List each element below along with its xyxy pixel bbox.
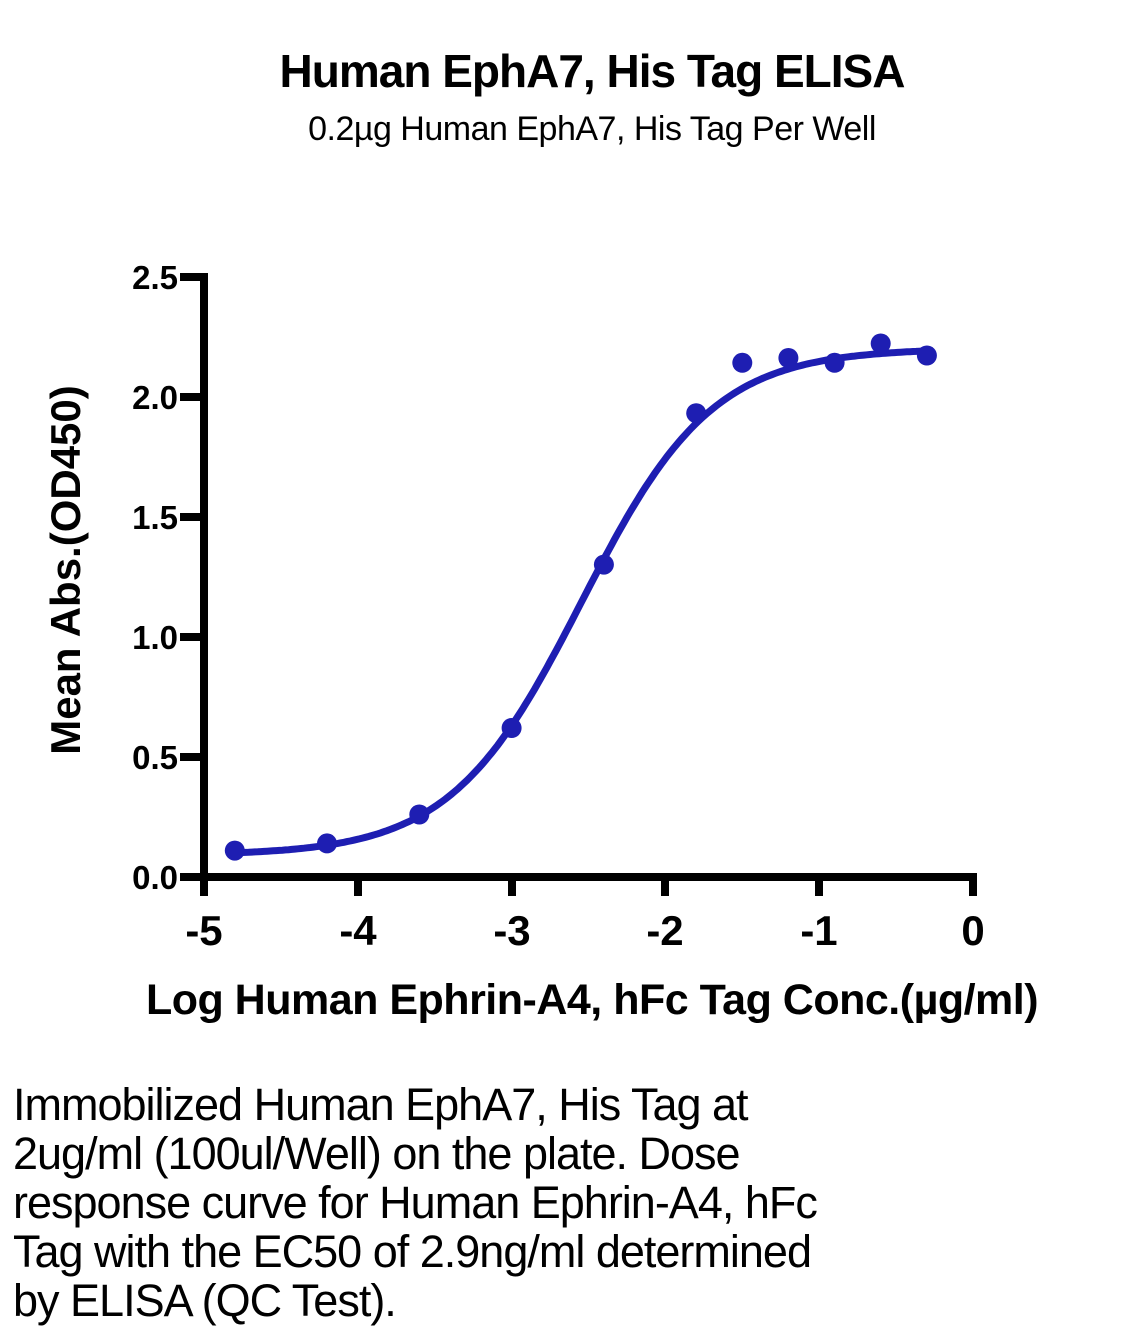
x-tick-label: -4 <box>339 907 377 954</box>
data-point <box>224 840 245 861</box>
data-point <box>916 345 937 366</box>
y-tick-label: 0.5 <box>132 739 178 776</box>
caption-line: response curve for Human Ephrin-A4, hFc <box>13 1177 818 1228</box>
data-point <box>409 804 430 825</box>
chart-title: Human EphA7, His Tag ELISA <box>279 45 906 97</box>
y-tick-label: 0.0 <box>132 859 178 896</box>
data-point <box>870 333 891 354</box>
chart-subtitle: 0.2µg Human EphA7, His Tag Per Well <box>308 110 876 148</box>
y-tick-label: 2.0 <box>132 379 178 416</box>
y-tick-label: 2.5 <box>132 259 178 296</box>
caption-line: by ELISA (QC Test). <box>13 1275 397 1326</box>
data-point <box>824 352 845 373</box>
y-axis-title: Mean Abs.(OD450) <box>42 385 89 755</box>
y-tick-label: 1.5 <box>132 499 178 536</box>
x-axis-title: Log Human Ephrin-A4, hFc Tag Conc.(µg/ml… <box>146 976 1038 1024</box>
x-tick-label: 0 <box>961 907 984 954</box>
y-tick-label: 1.0 <box>132 619 178 656</box>
caption-line: Immobilized Human EphA7, His Tag at <box>13 1079 749 1130</box>
axes <box>180 273 977 896</box>
data-point <box>778 348 799 368</box>
x-tick-label: -3 <box>493 907 530 954</box>
series-group <box>224 333 937 861</box>
data-point <box>686 403 707 424</box>
fit-curve <box>226 347 932 857</box>
figure-caption: Immobilized Human EphA7, His Tag at 2ug/… <box>13 1079 818 1326</box>
caption-line: Tag with the EC50 of 2.9ng/ml determined <box>13 1226 812 1277</box>
x-tick-label: -5 <box>185 907 222 954</box>
x-tick-label: -2 <box>646 907 683 954</box>
caption-line: 2ug/ml (100ul/Well) on the plate. Dose <box>13 1128 741 1179</box>
x-tick-label: -1 <box>800 907 837 954</box>
data-point <box>732 352 753 373</box>
data-point <box>593 554 614 575</box>
data-point <box>317 833 337 854</box>
data-point <box>501 718 522 738</box>
